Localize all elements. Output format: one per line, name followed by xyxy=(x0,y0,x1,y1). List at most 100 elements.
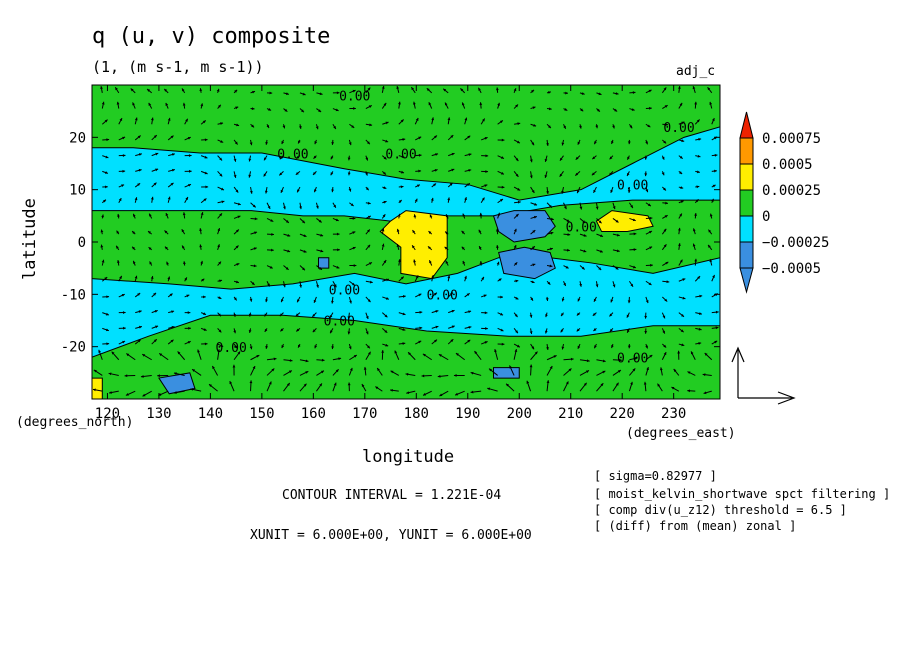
wind-vector xyxy=(248,328,252,333)
contour-label: 0.00 xyxy=(617,351,648,366)
wind-vector xyxy=(431,275,434,282)
chart-subtitle: (1, (m s-1, m s-1)) xyxy=(92,58,264,76)
wind-vector xyxy=(266,368,275,376)
wind-vector xyxy=(201,295,206,299)
wind-vector xyxy=(439,390,449,397)
blue-anomaly-north xyxy=(492,210,556,243)
wind-vector xyxy=(695,170,700,174)
wind-vector xyxy=(678,155,683,160)
wind-vector xyxy=(264,186,268,194)
wind-vector xyxy=(148,102,153,109)
wind-vector xyxy=(437,374,449,378)
wind-vector xyxy=(184,326,191,330)
wind-vector xyxy=(645,106,652,110)
wind-vector xyxy=(694,212,698,219)
wind-vector xyxy=(282,281,286,288)
wind-vector xyxy=(250,247,257,251)
wind-vector xyxy=(280,327,284,332)
wind-vector xyxy=(678,296,686,300)
wind-vector xyxy=(266,265,273,269)
wind-vector xyxy=(431,292,438,298)
wind-vector xyxy=(711,153,718,157)
wind-vector xyxy=(711,274,715,282)
colorbar-level-label: −0.0005 xyxy=(762,261,821,277)
wind-vector xyxy=(201,185,209,189)
blue-spot-central xyxy=(317,257,330,269)
wind-vector xyxy=(593,296,597,302)
wind-vector xyxy=(398,199,403,204)
wind-vector xyxy=(114,86,120,94)
wind-vector xyxy=(513,155,519,162)
wind-vector xyxy=(397,259,401,266)
colorbar-level-label: 0.00075 xyxy=(762,131,821,147)
wind-vector xyxy=(365,262,373,266)
wind-vector xyxy=(199,228,203,235)
wind-vector xyxy=(461,230,466,235)
wind-vector xyxy=(530,139,535,146)
wind-vector xyxy=(101,214,105,219)
wind-vector xyxy=(115,245,120,251)
wind-vector xyxy=(694,258,698,266)
wind-vector xyxy=(250,107,255,111)
wind-vector xyxy=(447,292,454,298)
wind-vector xyxy=(278,170,284,176)
contour-label: 0.00 xyxy=(663,121,694,136)
wind-vector xyxy=(381,228,385,235)
colorbar: 0.00075 0.0005 0.00025 0 −0.00025 −0.0005 xyxy=(739,111,829,294)
colorbar-band xyxy=(739,189,754,217)
wind-vector xyxy=(347,312,351,320)
wind-vector xyxy=(382,278,390,282)
wind-vector xyxy=(546,264,553,268)
wind-vector xyxy=(349,280,356,286)
wind-vector xyxy=(365,201,371,205)
wind-vector xyxy=(579,108,584,112)
wind-vector xyxy=(265,139,269,145)
wind-vector xyxy=(332,265,340,269)
wind-vector xyxy=(563,124,567,129)
wind-vector xyxy=(295,312,301,317)
wind-vector xyxy=(546,231,554,235)
wind-vector xyxy=(397,213,401,219)
wind-vector xyxy=(100,229,104,235)
wind-vector xyxy=(142,390,152,397)
wind-vector xyxy=(93,369,103,376)
wind-vector xyxy=(299,218,306,224)
wind-vector xyxy=(398,342,406,345)
wind-vector xyxy=(545,312,548,318)
wind-vector xyxy=(217,186,225,191)
wind-vector xyxy=(233,263,240,267)
wind-vector xyxy=(116,101,120,109)
contour-label: 0.00 xyxy=(216,341,247,356)
wind-vector xyxy=(595,281,599,288)
wind-vector xyxy=(382,121,389,125)
wind-vector xyxy=(662,280,670,284)
wind-vector xyxy=(644,312,648,319)
wind-vector xyxy=(546,365,553,376)
wind-vector xyxy=(702,373,712,377)
wind-vector xyxy=(164,246,169,251)
wind-vector xyxy=(167,339,174,345)
wind-vector xyxy=(381,102,387,109)
wind-vector xyxy=(480,197,485,204)
wind-vector xyxy=(348,343,352,350)
wind-vector xyxy=(233,215,241,219)
wind-vector xyxy=(596,382,604,392)
wind-vector xyxy=(315,124,319,130)
blue-anomaly-south xyxy=(498,246,556,280)
wind-vector xyxy=(612,358,622,362)
wind-vector xyxy=(331,343,335,350)
wind-vector xyxy=(563,248,570,252)
wind-vector xyxy=(375,386,383,392)
wind-vector xyxy=(431,183,437,188)
wind-vector xyxy=(692,86,696,93)
wind-vector xyxy=(481,170,489,173)
wind-vector xyxy=(563,218,570,223)
wind-vector xyxy=(579,249,587,253)
wind-vector xyxy=(349,202,354,207)
wind-vector xyxy=(609,328,614,333)
wind-vector xyxy=(217,261,222,266)
wind-vector xyxy=(283,233,291,237)
wind-vector xyxy=(233,245,239,251)
wind-vector xyxy=(596,218,602,224)
wind-vector xyxy=(612,233,620,237)
